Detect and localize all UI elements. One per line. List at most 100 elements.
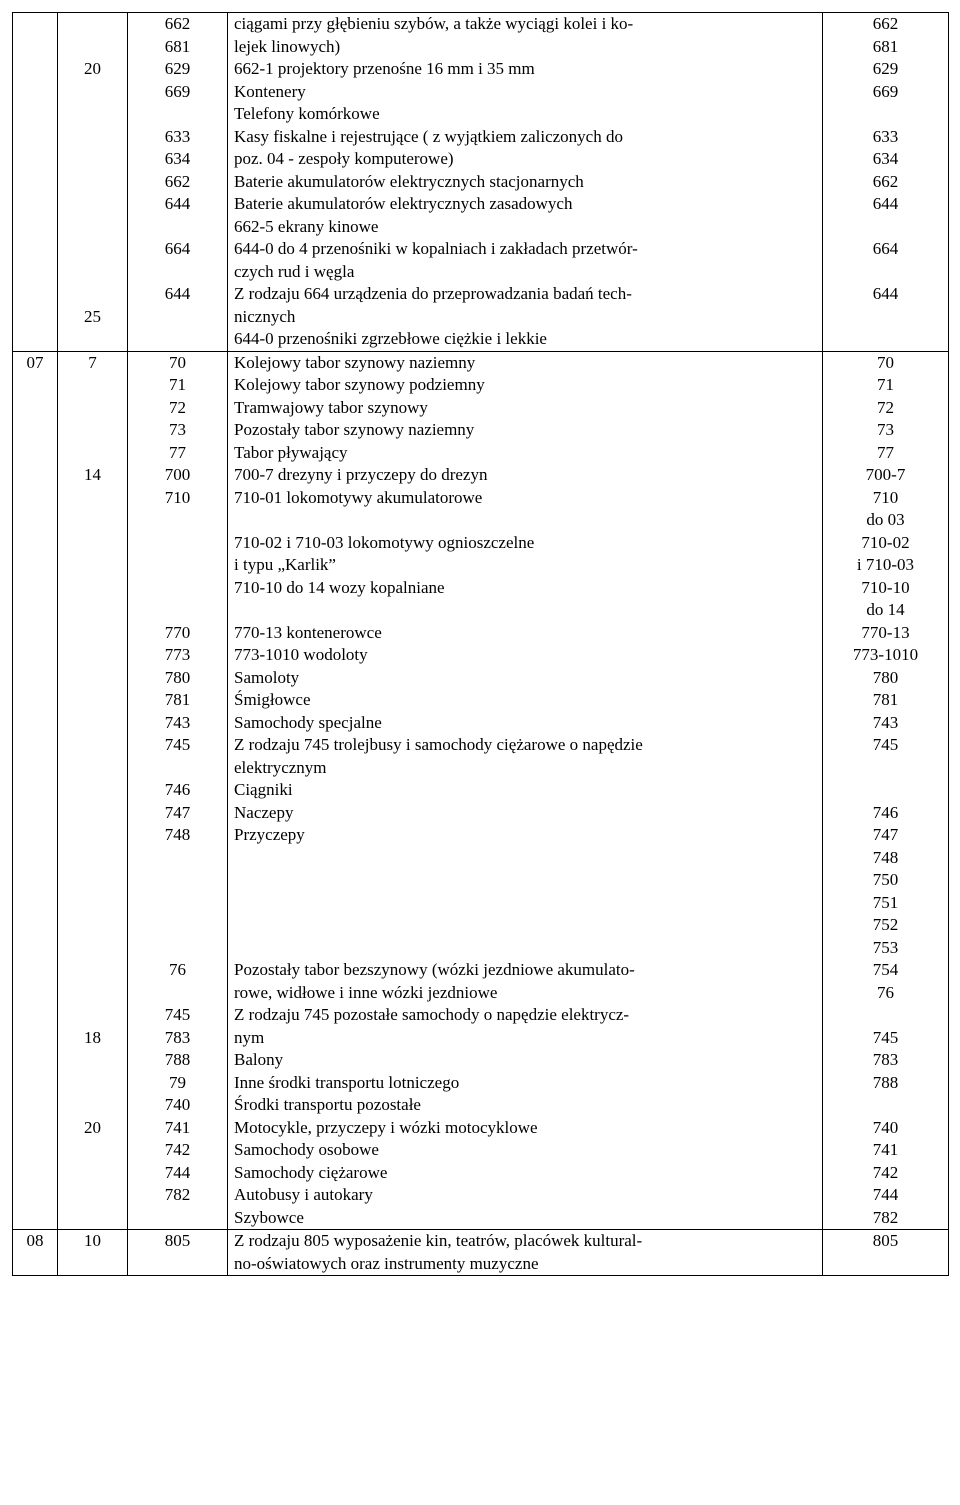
text-line: 669 [128,81,227,104]
text-line: 748 [128,824,227,847]
text-line: 710-10 [823,577,948,600]
text-line: 780 [128,667,227,690]
text-line [58,148,127,171]
text-line [58,554,127,577]
text-line: Samochody ciężarowe [228,1162,822,1185]
text-line: Tramwajowy tabor szynowy [228,397,822,420]
text-line: 752 [823,914,948,937]
text-line: rowe, widłowe i inne wózki jezdniowe [228,982,822,1005]
text-line [58,419,127,442]
text-line: 644-0 przenośniki zgrzebłowe ciężkie i l… [228,328,822,351]
text-line: Naczepy [228,802,822,825]
text-line: i 710-03 [823,554,948,577]
text-line: 681 [128,36,227,59]
text-line: Kontenery [228,81,822,104]
text-line: Środki transportu pozostałe [228,1094,822,1117]
text-line [58,1072,127,1095]
text-line: 662-5 ekrany kinowe [228,216,822,239]
text-line [58,1004,127,1027]
text-line: 633 [823,126,948,149]
text-line: 20 [58,58,127,81]
text-line [128,216,227,239]
text-line: Samochody specjalne [228,712,822,735]
text-line: 70 [128,352,227,375]
text-line [58,982,127,1005]
text-line: 748 [823,847,948,870]
text-line: 742 [128,1139,227,1162]
text-line [823,216,948,239]
text-line [58,959,127,982]
text-line: 773-1010 wodoloty [228,644,822,667]
text-line: 18 [58,1027,127,1050]
text-line [58,1049,127,1072]
text-line: elektrycznym [228,757,822,780]
text-line: Samochody osobowe [228,1139,822,1162]
text-line [58,644,127,667]
data-table: 20 25662681629669 633634662644 664 644ci… [12,12,949,1276]
text-line: 664 [823,238,948,261]
text-line: 773-1010 [823,644,948,667]
text-line: 629 [823,58,948,81]
text-line: Kasy fiskalne i rejestrujące ( z wyjątki… [228,126,822,149]
rows.0.c2: 20 25 [58,13,128,352]
text-line: Kolejowy tabor szynowy naziemny [228,352,822,375]
text-line [58,869,127,892]
rows.0.c5: 662681629669 633634662644 664 644 [823,13,949,352]
rows.0.c3: 662681629669 633634662644 664 644 [128,13,228,352]
text-line [58,126,127,149]
text-line: 783 [128,1027,227,1050]
text-line [128,577,227,600]
text-line [58,757,127,780]
text-line: Z rodzaju 745 trolejbusy i samochody cię… [228,734,822,757]
text-line: Kolejowy tabor szynowy podziemny [228,374,822,397]
text-line: 662 [823,13,948,36]
text-line: 73 [823,419,948,442]
text-line: 743 [128,712,227,735]
text-line [58,13,127,36]
text-line: 08 [13,1230,57,1253]
text-line: 753 [823,937,948,960]
text-line: 782 [128,1184,227,1207]
text-line: 783 [823,1049,948,1072]
text-line [128,914,227,937]
text-line: 669 [823,81,948,104]
text-line [58,1094,127,1117]
text-line: 634 [128,148,227,171]
text-line: 710-02 [823,532,948,555]
text-line [58,171,127,194]
text-line [58,824,127,847]
text-line: no-oświatowych oraz instrumenty muzyczne [228,1253,822,1276]
text-line [58,193,127,216]
text-line: 745 [823,1027,948,1050]
text-line: 14 [58,464,127,487]
text-line: 788 [128,1049,227,1072]
text-line [58,216,127,239]
text-line: 770-13 [823,622,948,645]
text-line: 744 [823,1184,948,1207]
text-line [128,982,227,1005]
text-line: 805 [128,1230,227,1253]
text-line: 644 [823,193,948,216]
text-line: 747 [128,802,227,825]
text-line: Ciągniki [228,779,822,802]
text-line [128,103,227,126]
text-line: 744 [128,1162,227,1185]
text-line: Śmigłowce [228,689,822,712]
text-line: ciągami przy głębieniu szybów, a także w… [228,13,822,36]
text-line: 754 [823,959,948,982]
text-line: 741 [823,1139,948,1162]
text-line: i typu „Karlik” [228,554,822,577]
text-line: Przyczepy [228,824,822,847]
text-line: 644 [128,193,227,216]
text-line [58,487,127,510]
text-line: 741 [128,1117,227,1140]
text-line [128,554,227,577]
text-line [128,937,227,960]
text-line [58,283,127,306]
text-line: 73 [128,419,227,442]
text-line [228,599,822,622]
text-line: 700-7 drezyny i przyczepy do drezyn [228,464,822,487]
text-line [128,869,227,892]
text-line: 710-10 do 14 wozy kopalniane [228,577,822,600]
text-line: poz. 04 - zespoły komputerowe) [228,148,822,171]
